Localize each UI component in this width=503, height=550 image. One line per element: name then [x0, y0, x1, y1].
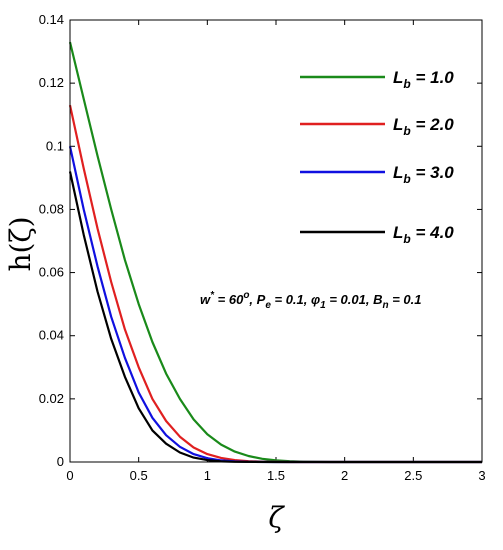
legend-item-2: Lb = 2.0	[300, 115, 454, 138]
parameter-annotation: w* = 60o, Pe = 0.1, φ1 = 0.01, Bn = 0.1	[200, 290, 421, 311]
legend-label: Lb = 2.0	[393, 115, 454, 138]
x-tick-label: 0	[66, 468, 73, 483]
x-tick-label: 2.5	[404, 468, 422, 483]
y-tick-label: 0.06	[39, 265, 64, 280]
legend-label: Lb = 3.0	[393, 163, 454, 186]
legend-label: Lb = 1.0	[393, 68, 454, 91]
x-tick-label: 1	[204, 468, 211, 483]
y-tick-label: 0.1	[46, 138, 64, 153]
x-tick-label: 1.5	[267, 468, 285, 483]
legend-item-3: Lb = 3.0	[300, 163, 454, 186]
x-tick-label: 0.5	[130, 468, 148, 483]
y-tick-label: 0.08	[39, 201, 64, 216]
legend-item-4: Lb = 4.0	[300, 223, 454, 246]
y-axis-ticks: 0 0.02 0.04 0.06 0.08 0.1 0.12 0.14	[39, 12, 482, 469]
x-tick-label: 2	[341, 468, 348, 483]
plot-frame	[69, 19, 483, 463]
x-axis-label: ζ	[268, 501, 285, 534]
y-tick-label: 0.12	[39, 75, 64, 90]
x-tick-label: 3	[478, 468, 485, 483]
legend-label: Lb = 4.0	[393, 223, 454, 246]
y-tick-label: 0	[57, 454, 64, 469]
y-tick-label: 0.04	[39, 328, 64, 343]
y-tick-label: 0.02	[39, 391, 64, 406]
y-axis-label: h(ζ)	[4, 216, 37, 271]
y-tick-label: 0.14	[39, 12, 64, 27]
plot-area	[70, 20, 482, 462]
legend-item-1: Lb = 1.0	[300, 68, 454, 91]
legend: Lb = 1.0 Lb = 2.0 Lb = 3.0 Lb = 4.0	[300, 68, 454, 246]
